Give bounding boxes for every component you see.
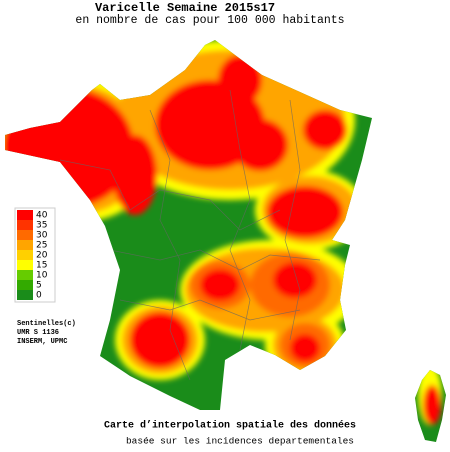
legend-swatch — [17, 260, 33, 270]
legend-swatch — [17, 240, 33, 250]
legend-label: 20 — [36, 251, 48, 261]
title: Varicelle Semaine 2015s17 — [95, 1, 275, 15]
footer-title: Carte d’interpolation spatiale des donné… — [104, 420, 356, 432]
legend-label: 35 — [36, 221, 47, 231]
credit: INSERM, UPMC — [17, 338, 67, 346]
legend-label: 5 — [36, 281, 42, 291]
legend-label: 30 — [36, 231, 48, 241]
legend-swatch — [17, 220, 33, 230]
map — [5, 40, 446, 442]
credit: Sentinelles(c) — [17, 320, 76, 328]
credit: UMR S 1136 — [17, 329, 59, 337]
legend-swatch — [17, 230, 33, 240]
legend-swatch — [17, 210, 33, 220]
footer-subtitle: basée sur les incidences departementales — [126, 436, 354, 447]
legend-swatch — [17, 250, 33, 260]
legend-label: 15 — [36, 261, 47, 271]
legend-label: 25 — [36, 241, 47, 251]
legend-label: 0 — [36, 291, 42, 301]
legend-swatch — [17, 290, 33, 300]
legend-swatch — [17, 280, 33, 290]
legend-label: 40 — [36, 211, 48, 221]
legend-swatch — [17, 270, 33, 280]
legend-label: 10 — [36, 271, 48, 281]
subtitle: en nombre de cas pour 100 000 habitants — [75, 14, 344, 27]
